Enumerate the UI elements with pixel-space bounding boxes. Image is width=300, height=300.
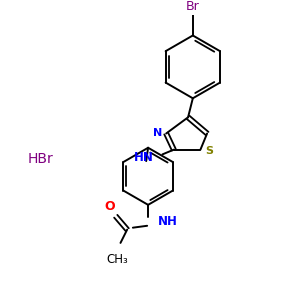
- Text: HBr: HBr: [28, 152, 53, 166]
- Text: Br: Br: [186, 0, 200, 13]
- Text: O: O: [105, 200, 115, 213]
- Text: NH: NH: [158, 215, 178, 229]
- Text: CH₃: CH₃: [107, 254, 128, 266]
- Text: HN: HN: [134, 151, 154, 164]
- Text: N: N: [153, 128, 162, 137]
- Text: S: S: [205, 146, 213, 156]
